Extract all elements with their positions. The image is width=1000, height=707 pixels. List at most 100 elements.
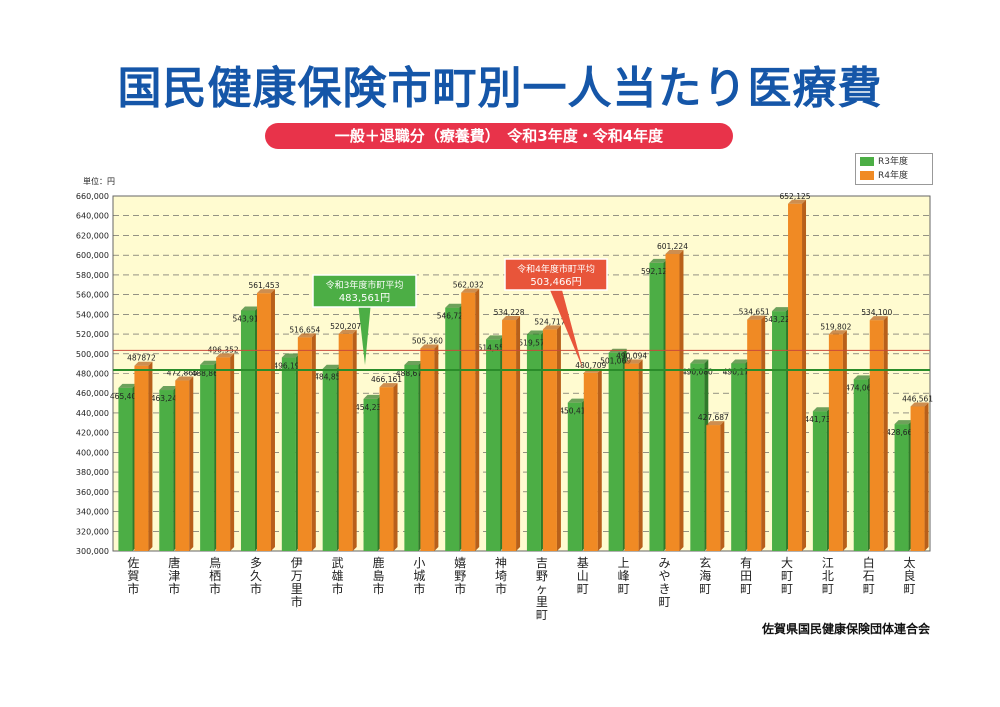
bar-top — [200, 360, 219, 365]
bar-r3 — [772, 311, 787, 551]
category-label: 鹿島市 — [372, 556, 385, 596]
bar-side — [924, 402, 929, 551]
bar-r3 — [690, 363, 705, 551]
bar-top — [828, 330, 847, 335]
data-label: 466,161 — [371, 375, 402, 384]
bar-top — [404, 360, 423, 365]
data-label: 490,080 — [682, 368, 713, 377]
bar-r3 — [445, 307, 460, 551]
legend-item-r4: R4年度 — [860, 170, 908, 182]
category-label: 伊万里市 — [290, 556, 303, 609]
y-tick-label: 520,000 — [76, 330, 109, 339]
category-label: 佐賀市 — [127, 556, 140, 596]
bar-top — [772, 307, 791, 312]
bar-top — [690, 359, 709, 364]
bar-side — [597, 368, 602, 551]
data-label: 519,573 — [518, 338, 549, 347]
bar-r4 — [256, 293, 271, 551]
bar-side — [638, 359, 643, 551]
y-tick-label: 620,000 — [76, 231, 109, 240]
data-label: 428,664 — [886, 428, 917, 437]
chart-subtitle: 一般＋退職分（療養費） 令和3年度・令和4年度 — [265, 123, 733, 149]
legend-swatch-r4 — [860, 171, 874, 180]
bar-side — [475, 288, 480, 551]
y-tick-label: 400,000 — [76, 448, 109, 457]
bar-top — [567, 398, 586, 403]
bar-side — [883, 316, 888, 551]
bar-r4 — [665, 253, 680, 552]
y-tick-label: 640,000 — [76, 212, 109, 221]
y-tick-label: 340,000 — [76, 508, 109, 517]
bar-top — [526, 330, 545, 335]
category-label: 基山町 — [576, 556, 589, 596]
data-label: 543,228 — [764, 315, 795, 324]
bar-side — [393, 383, 398, 551]
data-label: 534,651 — [739, 308, 770, 317]
data-label: 465,401 — [110, 392, 141, 401]
bar-r3 — [812, 411, 827, 551]
bar-top — [665, 249, 684, 254]
data-label: 480,709 — [575, 361, 606, 370]
category-label: 唐津市 — [168, 556, 181, 596]
bar-top — [379, 383, 398, 388]
bar-r4 — [420, 348, 435, 551]
unit-label: 単位：円 — [83, 176, 115, 186]
bar-top — [869, 316, 888, 321]
data-label: 487872 — [127, 354, 156, 363]
category-label: 太良町 — [903, 556, 916, 596]
category-label: 鳥栖市 — [209, 556, 222, 596]
data-label: 501,069 — [600, 357, 631, 366]
bar-top — [281, 353, 300, 358]
bar-side — [352, 329, 357, 551]
bar-top — [216, 353, 235, 358]
data-label: 505,360 — [412, 336, 443, 345]
organization-name: 佐賀県国民健康保険団体連合会 — [761, 622, 930, 636]
bar-side — [802, 199, 807, 551]
y-tick-label: 600,000 — [76, 251, 109, 260]
bar-r3 — [322, 368, 337, 551]
data-label: 463,244 — [151, 394, 182, 403]
bar-top — [134, 361, 153, 366]
category-label: 大町町 — [781, 556, 794, 596]
data-label: 450,417 — [559, 407, 590, 416]
bar-r4 — [788, 203, 803, 551]
bar-r4 — [338, 333, 353, 551]
bar-r4 — [828, 334, 843, 551]
y-tick-label: 540,000 — [76, 310, 109, 319]
y-tick-label: 380,000 — [76, 468, 109, 477]
category-label: 神埼市 — [495, 556, 508, 596]
bar-top — [175, 376, 194, 381]
category-label: 吉野ヶ里町 — [535, 556, 548, 622]
bar-top — [853, 375, 872, 380]
legend-swatch-r3 — [860, 157, 874, 166]
average-callout-box — [312, 274, 417, 308]
data-label: 427,687 — [698, 413, 729, 422]
data-label: 474,065 — [845, 383, 876, 392]
bar-r3 — [649, 262, 664, 551]
data-label: 514,551 — [478, 343, 509, 352]
data-label: 496,195 — [273, 362, 304, 371]
average-callout-pointer — [358, 307, 371, 365]
bar-top — [159, 386, 178, 391]
category-label: 江北町 — [821, 556, 834, 596]
bar-top — [731, 359, 750, 364]
bar-r4 — [216, 357, 231, 551]
bar-side — [720, 421, 725, 551]
bar-top — [788, 199, 807, 204]
data-label: 562,032 — [453, 281, 484, 290]
page-title: 国民健康保険市町別一人当たり医療費 — [117, 63, 883, 114]
average-callout-title: 令和4年度市町平均 — [517, 263, 595, 275]
bar-top — [338, 329, 357, 334]
bar-r3 — [853, 379, 868, 551]
bar-r3 — [240, 310, 255, 551]
y-tick-label: 320,000 — [76, 527, 109, 536]
average-callout-value: 503,466円 — [530, 277, 581, 288]
bar-r3 — [159, 390, 174, 551]
bar-top — [894, 420, 913, 425]
y-tick-label: 300,000 — [76, 547, 109, 556]
category-label: 多久市 — [249, 556, 262, 596]
bar-r4 — [297, 337, 312, 551]
bar-r4 — [706, 425, 721, 551]
bar-top — [363, 394, 382, 399]
